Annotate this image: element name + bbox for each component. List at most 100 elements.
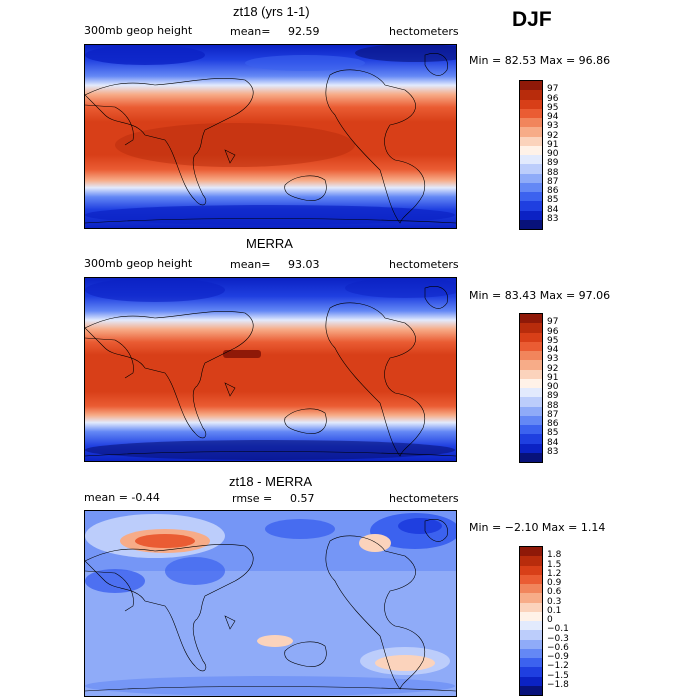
colorbar-swatch bbox=[520, 90, 542, 100]
colorbar-tick-label: −1.5 bbox=[547, 670, 569, 681]
colorbar-swatch bbox=[520, 182, 542, 192]
panel-3-colorbar-swatches bbox=[520, 547, 542, 695]
colorbar-swatch bbox=[520, 351, 542, 361]
panel-3-units: hectometers bbox=[389, 492, 459, 505]
colorbar-swatch bbox=[520, 611, 542, 621]
colorbar-tick-label: 86 bbox=[547, 419, 559, 429]
colorbar-tick-label: 90 bbox=[547, 149, 559, 159]
colorbar-swatch bbox=[520, 323, 542, 333]
colorbar-swatch bbox=[520, 210, 542, 220]
colorbar-swatch bbox=[520, 584, 542, 594]
colorbar-tick-label: 0 bbox=[547, 615, 553, 625]
colorbar-tick-label: 92 bbox=[547, 363, 559, 374]
colorbar-tick-label: 0.6 bbox=[547, 587, 562, 598]
colorbar-tick-label: 83 bbox=[547, 446, 559, 457]
colorbar-tick-label: −0.6 bbox=[547, 642, 569, 653]
colorbar-swatch bbox=[520, 547, 542, 557]
panel-3-field bbox=[85, 511, 456, 696]
colorbar-swatch bbox=[520, 565, 542, 575]
panel-3-mean-label: mean = -0.44 bbox=[84, 491, 160, 504]
colorbar-swatch bbox=[520, 667, 542, 677]
colorbar-tick-label: 94 bbox=[547, 345, 559, 355]
colorbar-swatch bbox=[520, 369, 542, 379]
colorbar-swatch bbox=[520, 648, 542, 658]
colorbar-tick-label: 0.3 bbox=[547, 596, 562, 607]
colorbar-swatch bbox=[520, 378, 542, 388]
colorbar-swatch bbox=[520, 136, 542, 146]
colorbar-tick-label: 84 bbox=[547, 437, 559, 448]
colorbar-swatch bbox=[520, 425, 542, 435]
colorbar-swatch bbox=[520, 452, 542, 462]
colorbar-swatch bbox=[520, 360, 542, 370]
colorbar-swatch bbox=[520, 332, 542, 342]
panel-1-mean-value: 92.59 bbox=[288, 25, 320, 38]
colorbar-tick-label: 97 bbox=[547, 84, 559, 95]
colorbar-swatch bbox=[520, 192, 542, 202]
colorbar-swatch bbox=[520, 341, 542, 351]
colorbar-tick-label: 1.5 bbox=[547, 559, 562, 570]
panel-2-field bbox=[85, 278, 456, 461]
panel-2-colorbar bbox=[519, 313, 543, 463]
colorbar-tick-label: 95 bbox=[547, 335, 559, 346]
colorbar-swatch bbox=[520, 397, 542, 407]
colorbar-tick-label: 91 bbox=[547, 139, 559, 150]
colorbar-swatch bbox=[520, 434, 542, 444]
panel-1-colorbar-swatches bbox=[520, 81, 542, 229]
panel-2-mean-value: 93.03 bbox=[288, 258, 320, 271]
colorbar-tick-label: −1.8 bbox=[547, 679, 569, 690]
colorbar-tick-label: 89 bbox=[547, 391, 559, 402]
panel-1-map bbox=[84, 44, 457, 229]
colorbar-swatch bbox=[520, 388, 542, 398]
colorbar-tick-label: 86 bbox=[547, 186, 559, 196]
colorbar-swatch bbox=[520, 173, 542, 183]
panel-2-variable-label: 300mb geop height bbox=[84, 257, 193, 270]
colorbar-tick-label: 0.1 bbox=[547, 605, 562, 616]
panel-3-colorbar bbox=[519, 546, 543, 696]
colorbar-swatch bbox=[520, 443, 542, 453]
panel-3-title: zt18 - MERRA bbox=[229, 474, 313, 489]
panel-3-rmse-value: 0.57 bbox=[290, 492, 315, 505]
colorbar-tick-label: 1.2 bbox=[547, 568, 562, 579]
panel-3-rmse-label: rmse = bbox=[232, 492, 273, 505]
colorbar-tick-label: 97 bbox=[547, 317, 559, 328]
colorbar-tick-label: 94 bbox=[547, 112, 559, 122]
panel-2-title: MERRA bbox=[246, 236, 293, 251]
colorbar-swatch bbox=[520, 201, 542, 211]
colorbar-tick-label: 0.9 bbox=[547, 578, 562, 588]
colorbar-tick-label: 90 bbox=[547, 382, 559, 392]
colorbar-tick-label: 87 bbox=[547, 409, 559, 420]
colorbar-swatch bbox=[520, 593, 542, 603]
panel-1-colorbar bbox=[519, 80, 543, 230]
colorbar-swatch bbox=[520, 314, 542, 324]
colorbar-tick-label: 1.8 bbox=[547, 550, 562, 561]
colorbar-swatch bbox=[520, 676, 542, 686]
colorbar-swatch bbox=[520, 118, 542, 128]
panel-1-title: zt18 (yrs 1-1) bbox=[233, 4, 310, 19]
colorbar-swatch bbox=[520, 219, 542, 229]
colorbar-tick-label: 96 bbox=[547, 93, 559, 104]
colorbar-swatch bbox=[520, 602, 542, 612]
colorbar-swatch bbox=[520, 621, 542, 631]
season-label: DJF bbox=[512, 8, 552, 31]
colorbar-tick-label: 88 bbox=[547, 400, 559, 411]
panel-1-field bbox=[85, 45, 456, 228]
colorbar-swatch bbox=[520, 155, 542, 165]
panel-2-mean-label: mean= bbox=[230, 258, 271, 271]
panel-2-units: hectometers bbox=[389, 258, 459, 271]
colorbar-swatch bbox=[520, 145, 542, 155]
colorbar-swatch bbox=[520, 81, 542, 91]
colorbar-tick-label: 93 bbox=[547, 121, 559, 132]
colorbar-tick-label: 96 bbox=[547, 326, 559, 337]
colorbar-swatch bbox=[520, 639, 542, 649]
colorbar-swatch bbox=[520, 406, 542, 416]
colorbar-swatch bbox=[520, 574, 542, 584]
panel-3-minmax: Min = −2.10 Max = 1.14 bbox=[469, 521, 606, 534]
panel-2-map bbox=[84, 277, 457, 462]
panel-2-colorbar-swatches bbox=[520, 314, 542, 462]
colorbar-swatch bbox=[520, 127, 542, 137]
colorbar-tick-label: −0.1 bbox=[547, 624, 569, 635]
colorbar-tick-label: 89 bbox=[547, 158, 559, 169]
colorbar-tick-label: 85 bbox=[547, 428, 559, 439]
colorbar-tick-label: −0.3 bbox=[547, 633, 569, 644]
colorbar-tick-label: 87 bbox=[547, 176, 559, 187]
